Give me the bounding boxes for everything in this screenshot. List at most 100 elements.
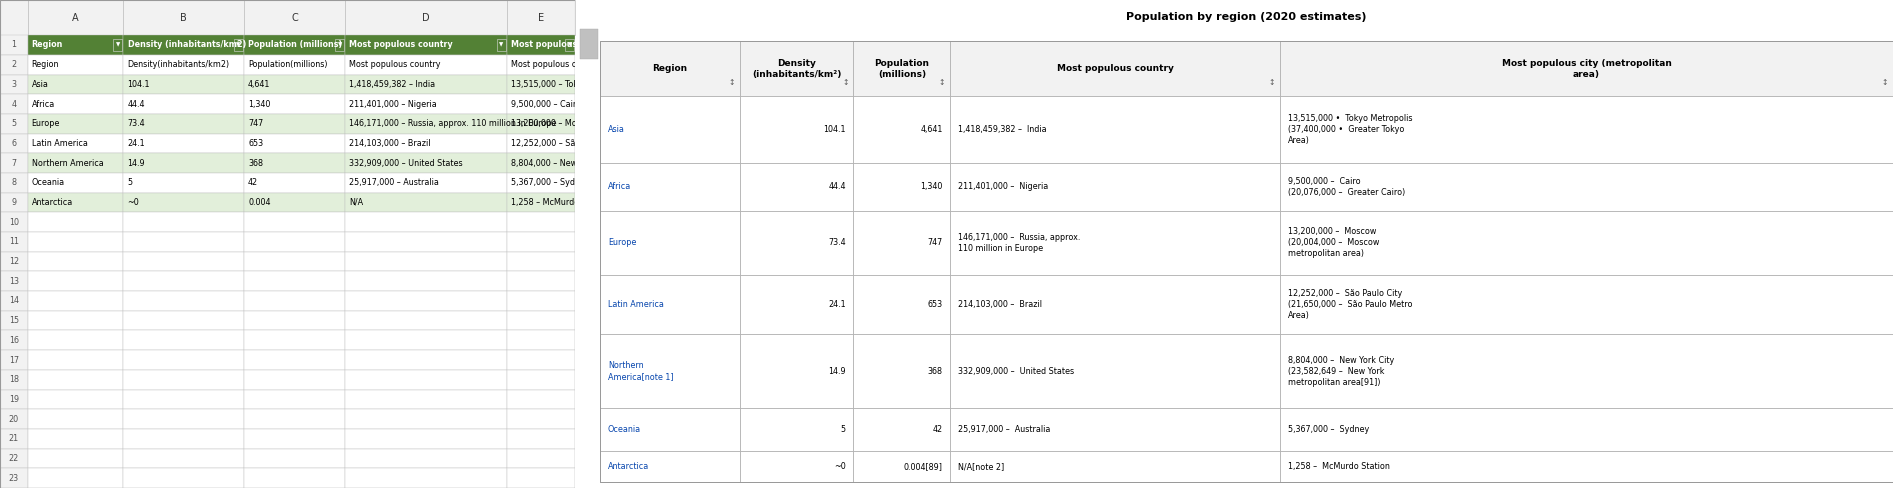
Bar (0, 0, 28, 35)
Text: Population
(millions): Population (millions) (875, 59, 929, 79)
Bar (345, 134, 507, 153)
Bar (28, 350, 123, 370)
Text: 653: 653 (248, 139, 263, 148)
Bar (507, 330, 575, 350)
Bar (1280, 211, 1893, 275)
Text: 9,500,000 – Cairo(2: 9,500,000 – Cairo(2 (511, 100, 589, 108)
Text: 9: 9 (11, 198, 17, 207)
Text: 3: 3 (11, 80, 17, 89)
Bar (244, 448, 345, 468)
Bar (123, 389, 244, 409)
Text: ↕: ↕ (842, 78, 848, 87)
Text: 332,909,000 –  United States: 332,909,000 – United States (958, 367, 1075, 376)
Bar (740, 334, 854, 408)
Text: 25,917,000 – Australia: 25,917,000 – Australia (350, 178, 439, 187)
Bar (507, 409, 575, 429)
Bar (244, 311, 345, 330)
Text: 12,252,000 – São P.: 12,252,000 – São P. (511, 139, 589, 148)
Bar (507, 35, 575, 55)
Text: 22: 22 (9, 454, 19, 463)
Bar (507, 232, 575, 252)
Bar (28, 35, 123, 55)
Text: Most populous country: Most populous country (1056, 64, 1174, 73)
Bar (507, 212, 575, 232)
Bar (233, 39, 242, 51)
Text: Africa: Africa (32, 100, 55, 108)
Bar (0, 271, 28, 291)
Text: 747: 747 (928, 238, 943, 247)
Bar (740, 451, 854, 482)
Bar (1280, 163, 1893, 211)
Bar (1280, 451, 1893, 482)
Bar (244, 429, 345, 448)
Bar (740, 41, 854, 96)
Text: 23: 23 (9, 474, 19, 483)
Text: 14: 14 (9, 296, 19, 305)
Bar (0, 291, 28, 311)
Bar (507, 389, 575, 409)
Bar (854, 275, 950, 334)
Bar (507, 311, 575, 330)
Bar (28, 429, 123, 448)
Text: 11: 11 (9, 237, 19, 246)
Text: N/A: N/A (350, 198, 363, 207)
Bar (123, 468, 244, 488)
Text: 5,367,000 – Sydney: 5,367,000 – Sydney (511, 178, 591, 187)
Bar (123, 271, 244, 291)
Bar (1280, 334, 1893, 408)
Text: ↕: ↕ (729, 78, 734, 87)
Bar (950, 334, 1280, 408)
Text: 12: 12 (9, 257, 19, 266)
Text: 13: 13 (9, 277, 19, 286)
Text: 10: 10 (9, 218, 19, 227)
Bar (28, 75, 123, 94)
Text: 13,200,000 – Mosco: 13,200,000 – Mosco (511, 119, 591, 128)
Text: Northern
America[note 1]: Northern America[note 1] (608, 361, 674, 382)
Text: ↕: ↕ (1882, 78, 1887, 87)
Bar (123, 448, 244, 468)
Text: 4,641: 4,641 (920, 125, 943, 134)
Bar (244, 0, 345, 35)
Bar (345, 94, 507, 114)
Bar (345, 448, 507, 468)
Bar (28, 114, 123, 134)
Bar (244, 35, 345, 55)
Bar (123, 311, 244, 330)
Bar (600, 334, 740, 408)
Bar (854, 163, 950, 211)
Text: Asia: Asia (32, 80, 49, 89)
Bar (600, 96, 740, 163)
Bar (345, 330, 507, 350)
Bar (28, 212, 123, 232)
Text: Most populous country: Most populous country (350, 60, 441, 69)
Bar (244, 114, 345, 134)
Text: E: E (538, 13, 545, 22)
Text: 1,340: 1,340 (920, 183, 943, 191)
Bar (950, 163, 1280, 211)
Bar (600, 163, 740, 211)
Text: ↕: ↕ (939, 78, 945, 87)
Bar (123, 0, 244, 35)
Bar (345, 409, 507, 429)
Bar (244, 193, 345, 212)
Bar (345, 252, 507, 271)
Bar (566, 39, 574, 51)
Bar (345, 291, 507, 311)
Bar (507, 134, 575, 153)
Bar (244, 173, 345, 193)
Bar (950, 275, 1280, 334)
Text: Density (inhabitants/km2): Density (inhabitants/km2) (127, 41, 246, 49)
Bar (0, 448, 28, 468)
Bar (0, 370, 28, 389)
Bar (123, 232, 244, 252)
Bar (244, 75, 345, 94)
Text: 6: 6 (11, 139, 17, 148)
Bar (244, 468, 345, 488)
Text: ~0: ~0 (127, 198, 140, 207)
Text: 42: 42 (248, 178, 257, 187)
Bar (507, 55, 575, 75)
Bar (28, 153, 123, 173)
Bar (740, 96, 854, 163)
Bar (123, 153, 244, 173)
Text: D: D (422, 13, 430, 22)
